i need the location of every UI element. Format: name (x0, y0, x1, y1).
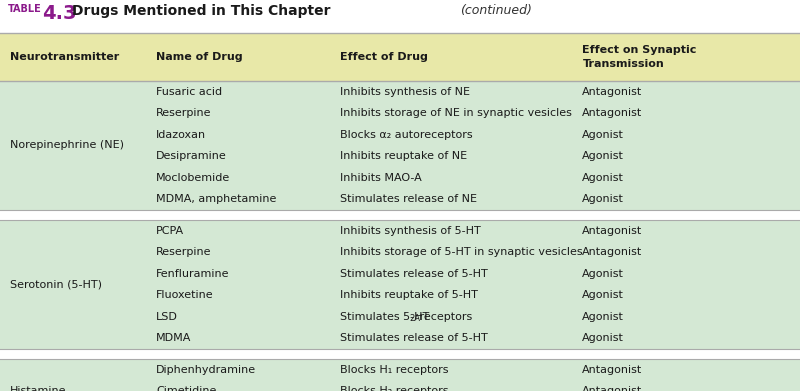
Bar (0, 81, 800, 210)
Text: Inhibits reuptake of 5-HT: Inhibits reuptake of 5-HT (340, 290, 478, 300)
Text: Name of Drug: Name of Drug (156, 52, 242, 62)
Text: Antagonist: Antagonist (582, 108, 642, 118)
Text: Inhibits synthesis of NE: Inhibits synthesis of NE (340, 87, 470, 97)
Text: Fluoxetine: Fluoxetine (156, 290, 214, 300)
Bar (0, 349, 800, 359)
Text: 4.3: 4.3 (42, 4, 77, 23)
Text: Antagonist: Antagonist (582, 226, 642, 236)
Text: Fusaric acid: Fusaric acid (156, 87, 222, 97)
Text: Moclobemide: Moclobemide (156, 173, 230, 183)
Bar (0, 359, 800, 391)
Text: MDMA, amphetamine: MDMA, amphetamine (156, 194, 276, 204)
Text: Inhibits reuptake of NE: Inhibits reuptake of NE (340, 151, 467, 161)
Text: Fenfluramine: Fenfluramine (156, 269, 230, 279)
Text: Cimetidine: Cimetidine (156, 386, 216, 391)
Text: Antagonist: Antagonist (582, 87, 642, 97)
Text: Antagonist: Antagonist (582, 247, 642, 257)
Bar (0, 33, 800, 81)
Text: Reserpine: Reserpine (156, 247, 211, 257)
Text: Antagonist: Antagonist (582, 386, 642, 391)
Text: Inhibits storage of 5-HT in synaptic vesicles: Inhibits storage of 5-HT in synaptic ves… (340, 247, 582, 257)
Text: Blocks H₁ receptors: Blocks H₁ receptors (340, 365, 449, 375)
Text: Blocks α₂ autoreceptors: Blocks α₂ autoreceptors (340, 130, 473, 140)
Text: Effect on Synaptic: Effect on Synaptic (582, 45, 697, 55)
Text: PCPA: PCPA (156, 226, 184, 236)
Text: Desipramine: Desipramine (156, 151, 226, 161)
Text: Inhibits MAO-A: Inhibits MAO-A (340, 173, 422, 183)
Text: Agonist: Agonist (582, 333, 624, 343)
Text: Inhibits synthesis of 5-HT: Inhibits synthesis of 5-HT (340, 226, 481, 236)
Text: Agonist: Agonist (582, 151, 624, 161)
Text: Blocks H₂ receptors: Blocks H₂ receptors (340, 386, 449, 391)
Text: Antagonist: Antagonist (582, 365, 642, 375)
Text: Drugs Mentioned in This Chapter: Drugs Mentioned in This Chapter (72, 4, 330, 18)
Text: TABLE: TABLE (8, 4, 42, 14)
Text: Transmission: Transmission (582, 59, 664, 69)
Text: Serotonin (5-HT): Serotonin (5-HT) (10, 280, 102, 289)
Bar (0, 220, 800, 349)
Text: Inhibits storage of NE in synaptic vesicles: Inhibits storage of NE in synaptic vesic… (340, 108, 572, 118)
Text: (continued): (continued) (460, 4, 532, 17)
Text: Agonist: Agonist (582, 130, 624, 140)
Text: Diphenhydramine: Diphenhydramine (156, 365, 256, 375)
Text: Effect of Drug: Effect of Drug (340, 52, 428, 62)
Text: Stimulates release of NE: Stimulates release of NE (340, 194, 477, 204)
Text: receptors: receptors (416, 312, 472, 322)
Text: 2A: 2A (409, 314, 420, 323)
Text: Norepinephrine (NE): Norepinephrine (NE) (10, 140, 123, 151)
Text: Reserpine: Reserpine (156, 108, 211, 118)
Text: Histamine: Histamine (10, 386, 66, 391)
Text: Stimulates 5-HT: Stimulates 5-HT (340, 312, 430, 322)
Text: Agonist: Agonist (582, 194, 624, 204)
Text: Stimulates release of 5-HT: Stimulates release of 5-HT (340, 269, 488, 279)
Text: Agonist: Agonist (582, 290, 624, 300)
Text: MDMA: MDMA (156, 333, 191, 343)
Text: Neurotransmitter: Neurotransmitter (10, 52, 119, 62)
Text: Agonist: Agonist (582, 173, 624, 183)
Text: Stimulates release of 5-HT: Stimulates release of 5-HT (340, 333, 488, 343)
Text: LSD: LSD (156, 312, 178, 322)
Text: Idazoxan: Idazoxan (156, 130, 206, 140)
Text: Agonist: Agonist (582, 269, 624, 279)
Text: Agonist: Agonist (582, 312, 624, 322)
Bar (0, 210, 800, 220)
